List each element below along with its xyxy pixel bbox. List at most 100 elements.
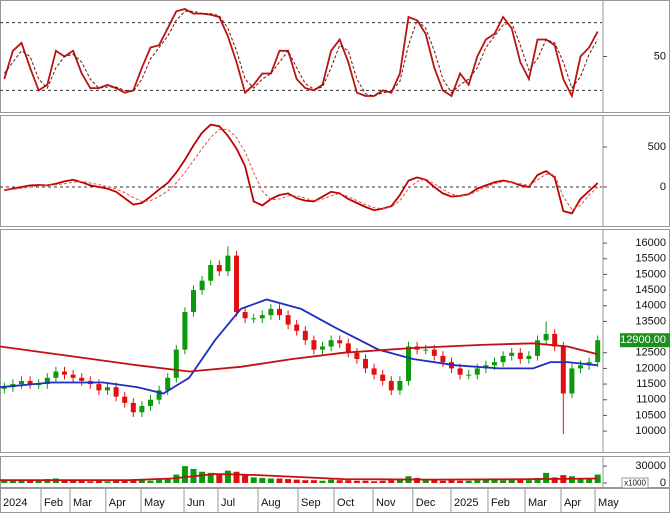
volume-bar [130, 479, 137, 483]
candle-body [526, 355, 532, 360]
volume-bar [276, 478, 283, 483]
volume-bar [293, 479, 300, 483]
candle-body [431, 349, 437, 356]
candle-body [182, 312, 188, 350]
candle-body [440, 355, 446, 363]
volume-bar [508, 479, 515, 483]
candle-body [535, 340, 540, 356]
candle-body [165, 377, 171, 391]
last-price-label: 12900.00 [620, 334, 666, 346]
candle-body [199, 280, 205, 291]
volume-bar [482, 479, 489, 483]
series-line [0, 342, 598, 373]
series-line [3, 8, 599, 99]
volume-bar [577, 478, 584, 483]
candle-body [19, 380, 24, 385]
y-tick-label: 11500 [636, 378, 666, 390]
candle-body [27, 380, 33, 385]
y-tick-label: 12500 [635, 347, 666, 359]
x-tick-label: 2025 [454, 497, 478, 509]
y-tick-label: 14000 [635, 300, 666, 312]
unit-label: x1000 [624, 479, 646, 488]
volume-bar [586, 479, 593, 483]
x-tick-label: Apr [109, 497, 126, 509]
volume-bar [224, 470, 231, 483]
y-tick-label: 500 [648, 141, 666, 153]
volume-bar [61, 480, 68, 483]
volume-bar [379, 480, 386, 483]
volume-bar [113, 480, 120, 483]
candle-body [423, 349, 429, 351]
volume-bar [353, 480, 360, 483]
candle-body [406, 346, 411, 381]
volume-bar [181, 466, 188, 483]
candle-body [148, 399, 153, 407]
x-axis-band [0, 488, 670, 513]
volume-bar [138, 480, 145, 483]
volume-bar [199, 471, 206, 483]
candle-body [569, 368, 575, 394]
last-price-box [620, 333, 670, 348]
candle-body [543, 333, 549, 341]
candle-body [96, 384, 102, 391]
volume-bar [156, 479, 163, 483]
y-tick-label: 10000 [635, 425, 666, 437]
candle-body [560, 346, 566, 394]
x-tick-label: May [598, 497, 619, 509]
x-tick-label: Mar [73, 497, 92, 509]
volume-bar [362, 480, 369, 483]
volume-bar [371, 481, 378, 483]
candle-body [225, 255, 231, 272]
y-tick-label: 10500 [635, 409, 666, 421]
candle-body [363, 359, 368, 369]
candle-body [122, 396, 128, 403]
volume-bar [27, 480, 34, 483]
candle-body [320, 346, 325, 350]
x-tick-label: May [144, 497, 165, 509]
candle-body [595, 340, 601, 363]
candle-body [509, 352, 515, 356]
volume-bar [164, 478, 171, 483]
candle-body [139, 406, 145, 413]
volume-bar [422, 479, 429, 483]
x-tick-label: 2024 [3, 497, 27, 509]
volume-bar [465, 480, 472, 483]
series-line [0, 298, 598, 395]
volume-bar [18, 479, 25, 483]
candle-body [105, 387, 110, 391]
candle-body [517, 352, 523, 360]
candle-body [113, 387, 119, 397]
volume-bar [414, 477, 421, 483]
volume-bar [388, 480, 395, 483]
candle-body [337, 340, 343, 344]
series-line [0, 473, 598, 482]
candle-body [371, 368, 377, 375]
volume-bar [95, 480, 102, 483]
y-tick-label: 13500 [635, 315, 666, 327]
x-tick-label: Jun [187, 497, 205, 509]
volume-bar [474, 480, 481, 483]
volume-bar [439, 480, 446, 483]
volume-bar [259, 477, 266, 483]
y-tick-label: 0 [660, 181, 666, 193]
candle-body [354, 352, 360, 360]
volume-bar [448, 480, 455, 483]
x-tick-label: Sep [301, 497, 321, 509]
volume-bar [534, 477, 541, 483]
volume-bar [35, 480, 42, 483]
volume-bar [87, 481, 94, 483]
x-tick-label: Aug [261, 497, 281, 509]
volume-bar [319, 480, 326, 483]
volume-bar [525, 480, 532, 483]
y-tick-label: 50 [654, 50, 666, 62]
x-tick-label: Jul [221, 497, 235, 509]
volume-bar [267, 478, 274, 483]
y-tick-label: 15500 [635, 253, 666, 265]
y-tick-label: 15000 [635, 268, 666, 280]
candle-body [457, 368, 463, 375]
volume-bar [336, 480, 343, 483]
candle-body [474, 368, 480, 375]
candle-body [492, 362, 497, 366]
